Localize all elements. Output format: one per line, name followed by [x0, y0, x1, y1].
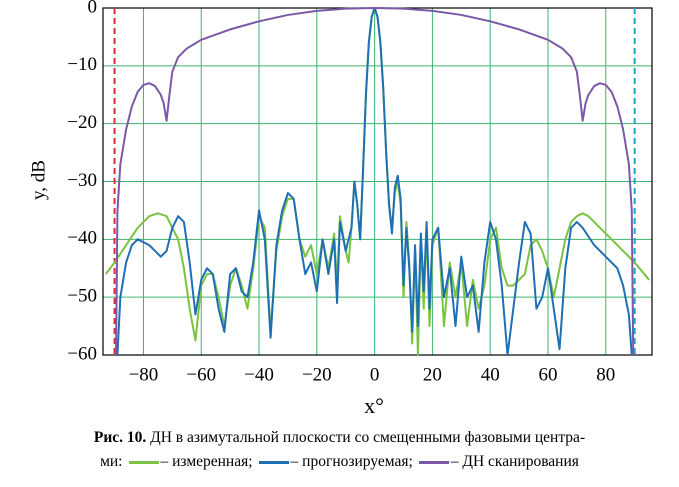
- y-tick-label: −20: [67, 112, 97, 133]
- y-axis-label: y, dB: [28, 160, 49, 200]
- y-tick-label: −30: [67, 170, 97, 191]
- legend-label: – ДН сканирования: [450, 453, 579, 470]
- legend-swatch: [258, 460, 289, 464]
- legend: ми: – измеренная; – прогнозируемая; – ДН ск…: [0, 450, 679, 474]
- y-tick-label: −50: [67, 286, 97, 307]
- chart: y, dB x° 0 −10 −20 −30 −40 −50 −60 −80 −60 −40 −20…: [28, 0, 653, 418]
- x-tick-label: −20: [302, 364, 332, 385]
- caption-line: Рис. 10. ДН в азимутальной плоскости со …: [0, 426, 679, 450]
- x-tick-label: 60: [538, 364, 557, 385]
- caption-text: ми:: [100, 453, 123, 470]
- x-tick-label: 0: [370, 364, 380, 385]
- y-tick-label: −40: [67, 228, 97, 249]
- y-tick-label: −60: [67, 343, 97, 364]
- x-tick-label: 80: [596, 364, 615, 385]
- x-tick-label: −80: [129, 364, 159, 385]
- legend-swatch: [418, 460, 449, 464]
- series-line: [116, 7, 633, 356]
- y-tick-label: 0: [88, 0, 98, 17]
- series-line: [115, 7, 635, 356]
- x-tick-label: −60: [186, 364, 216, 385]
- legend-label: – измеренная;: [160, 453, 253, 470]
- x-tick-label: −40: [244, 364, 274, 385]
- caption-text: ДН в азимутальной плоскости со смещенным…: [150, 429, 586, 446]
- x-tick-label: 40: [481, 364, 500, 385]
- x-tick-label: 20: [423, 364, 442, 385]
- caption: Рис. 10. ДН в азимутальной плоскости со …: [0, 426, 679, 474]
- x-axis-label: x°: [364, 393, 384, 418]
- caption-label: Рис. 10.: [93, 429, 147, 446]
- legend-swatch: [128, 460, 159, 464]
- legend-label: – прогнозируемая;: [290, 453, 413, 470]
- y-tick-label: −10: [67, 54, 97, 75]
